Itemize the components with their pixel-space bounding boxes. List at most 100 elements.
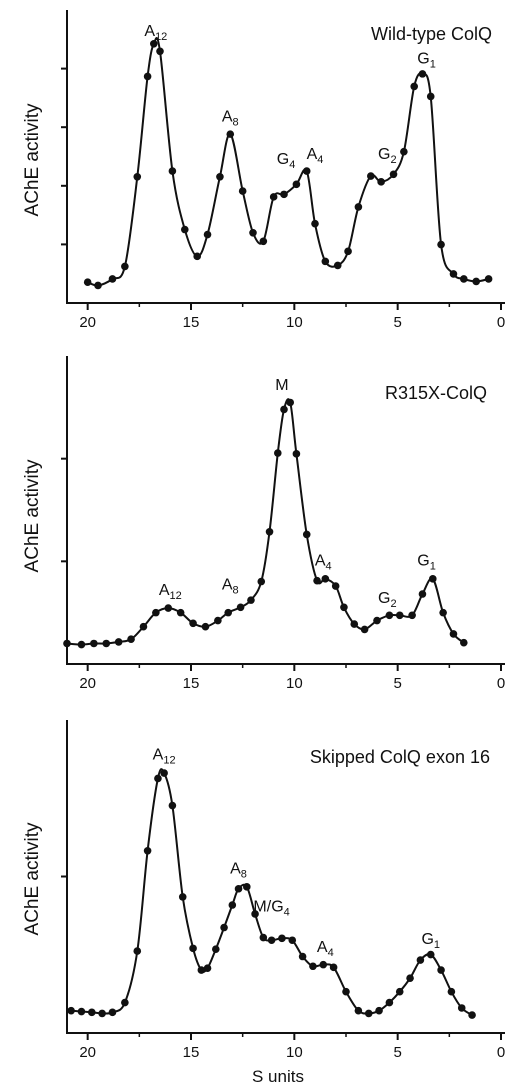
panel-1-ylabel: AChE activity bbox=[22, 103, 43, 216]
x-axis-label: S units bbox=[252, 1067, 304, 1086]
data-point bbox=[226, 130, 235, 138]
data-point bbox=[214, 616, 222, 625]
data-point bbox=[309, 962, 317, 971]
data-point bbox=[354, 203, 363, 211]
panel-3-frame bbox=[66, 720, 505, 1034]
panel-3-title: Skipped ColQ exon 16 bbox=[310, 747, 490, 767]
data-point bbox=[224, 608, 232, 617]
x-tick-label: 5 bbox=[393, 675, 401, 692]
data-point bbox=[67, 1006, 75, 1015]
data-point bbox=[259, 237, 268, 246]
x-tick-label: 20 bbox=[79, 675, 96, 692]
data-point bbox=[257, 577, 266, 586]
data-point bbox=[212, 945, 220, 953]
data-point bbox=[429, 575, 437, 583]
data-point bbox=[90, 639, 98, 648]
data-point bbox=[472, 277, 481, 286]
x-tick-label: 0 bbox=[497, 314, 505, 331]
panel-skipped-exon: 20 15 10 5 0 A12 A8 M/G4 A4 G1 Skipped ColQ exon… bbox=[22, 720, 505, 1061]
data-point bbox=[298, 952, 307, 961]
data-point bbox=[77, 640, 86, 649]
panel-2-ylabel: AChE activity bbox=[22, 459, 43, 572]
data-point bbox=[102, 639, 111, 648]
data-point bbox=[133, 172, 142, 181]
data-point bbox=[108, 275, 117, 283]
peak-label: A12 bbox=[159, 582, 182, 602]
data-point bbox=[302, 530, 311, 539]
panel-wild-type: 20 15 10 5 0 A12 A8 G4 A4 G2 G1 Wild-type ColQ AC… bbox=[22, 10, 505, 331]
peak-label: G1 bbox=[417, 51, 436, 71]
data-point bbox=[439, 608, 447, 617]
peak-label: G1 bbox=[421, 931, 440, 951]
data-point bbox=[292, 180, 301, 189]
data-point bbox=[354, 1006, 363, 1015]
data-point bbox=[98, 1009, 106, 1018]
peak-label: A12 bbox=[144, 23, 167, 43]
data-point bbox=[395, 987, 404, 996]
data-point bbox=[395, 611, 404, 620]
data-point bbox=[437, 240, 445, 249]
x-tick-label: 5 bbox=[393, 1044, 401, 1061]
data-point bbox=[321, 575, 330, 583]
data-point bbox=[121, 262, 129, 271]
data-point bbox=[201, 622, 210, 631]
data-point bbox=[216, 172, 224, 181]
data-point bbox=[340, 603, 348, 612]
data-point bbox=[160, 769, 168, 777]
data-point bbox=[259, 933, 268, 942]
data-point bbox=[292, 450, 301, 458]
peak-label: A8 bbox=[230, 860, 247, 880]
panel-1-peak-labels: A12 A8 G4 A4 G2 G1 bbox=[144, 23, 435, 171]
data-point bbox=[373, 616, 381, 625]
panel-2-x-ticks: 20 15 10 5 0 bbox=[79, 664, 505, 692]
data-point bbox=[360, 625, 369, 634]
data-point bbox=[176, 608, 185, 617]
data-point bbox=[457, 1004, 466, 1012]
data-point bbox=[375, 1006, 383, 1015]
data-point bbox=[150, 39, 158, 48]
data-point bbox=[228, 901, 237, 909]
data-point bbox=[133, 947, 142, 955]
panel-1-frame bbox=[66, 10, 505, 304]
data-point bbox=[449, 270, 458, 278]
data-point bbox=[400, 147, 408, 156]
data-point bbox=[181, 225, 189, 234]
data-point bbox=[94, 281, 102, 290]
data-point bbox=[350, 620, 359, 628]
x-tick-label: 5 bbox=[393, 314, 401, 331]
data-point bbox=[249, 228, 257, 237]
panel-1-y-ticks bbox=[61, 67, 67, 246]
data-point bbox=[243, 883, 251, 891]
data-point bbox=[426, 950, 435, 959]
data-point bbox=[83, 278, 92, 287]
panel-2-y-ticks bbox=[61, 457, 67, 563]
data-point bbox=[197, 966, 206, 974]
data-point bbox=[460, 638, 468, 647]
data-point bbox=[265, 527, 274, 536]
panel-2-peak-labels: A12 A8 M A4 G2 G1 bbox=[159, 377, 436, 610]
data-point bbox=[127, 635, 135, 644]
data-point bbox=[278, 934, 286, 943]
data-point bbox=[189, 619, 197, 628]
panel-1-x-ticks: 20 15 10 5 0 bbox=[79, 303, 505, 331]
x-tick-label: 0 bbox=[497, 675, 505, 692]
data-point bbox=[484, 275, 493, 283]
data-point bbox=[311, 219, 319, 228]
panel-2-series-line bbox=[66, 398, 465, 646]
data-point bbox=[344, 247, 352, 256]
data-point bbox=[77, 1007, 86, 1016]
data-point bbox=[178, 893, 187, 901]
data-point bbox=[460, 275, 468, 283]
peak-label: M/G4 bbox=[253, 898, 289, 918]
data-point bbox=[288, 936, 297, 945]
panel-r315x: 20 15 10 5 0 A12 A8 M A4 G2 G1 R315X-ColQ AChE ac… bbox=[22, 356, 505, 692]
panel-1-title: Wild-type ColQ bbox=[371, 24, 492, 44]
data-point bbox=[247, 596, 255, 604]
data-point bbox=[164, 604, 173, 612]
panel-2-points bbox=[63, 398, 468, 649]
data-point bbox=[108, 1008, 117, 1017]
data-point bbox=[267, 936, 276, 945]
peak-label: A4 bbox=[315, 553, 332, 573]
data-point bbox=[408, 611, 416, 620]
